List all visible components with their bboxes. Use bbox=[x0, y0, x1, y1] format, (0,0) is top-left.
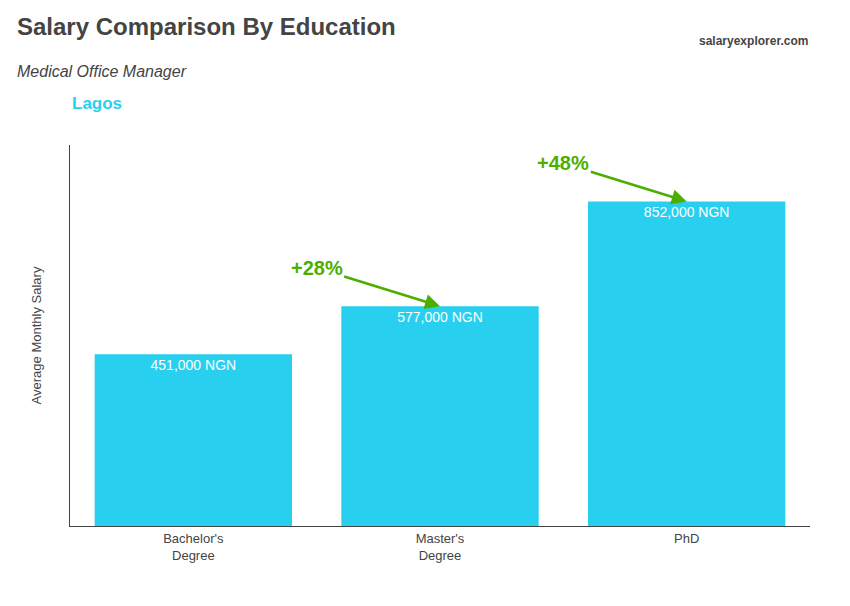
svg-text:PhD: PhD bbox=[674, 531, 699, 546]
svg-text:Bachelor'sDegree: Bachelor'sDegree bbox=[163, 531, 224, 563]
svg-text:Salary Comparison By Education: Salary Comparison By Education bbox=[17, 13, 396, 40]
svg-text:+48%: +48% bbox=[537, 152, 589, 174]
svg-text:451,000 NGN: 451,000 NGN bbox=[151, 357, 237, 373]
svg-text:Medical Office Manager: Medical Office Manager bbox=[17, 63, 187, 80]
svg-text:852,000 NGN: 852,000 NGN bbox=[644, 204, 730, 220]
svg-text:Lagos: Lagos bbox=[72, 94, 122, 113]
svg-text:577,000 NGN: 577,000 NGN bbox=[397, 309, 483, 325]
svg-text:Average Monthly Salary: Average Monthly Salary bbox=[29, 266, 44, 404]
svg-text:salaryexplorer.com: salaryexplorer.com bbox=[699, 34, 808, 48]
svg-text:Master'sDegree: Master'sDegree bbox=[416, 531, 465, 563]
svg-text:+28%: +28% bbox=[291, 257, 343, 279]
